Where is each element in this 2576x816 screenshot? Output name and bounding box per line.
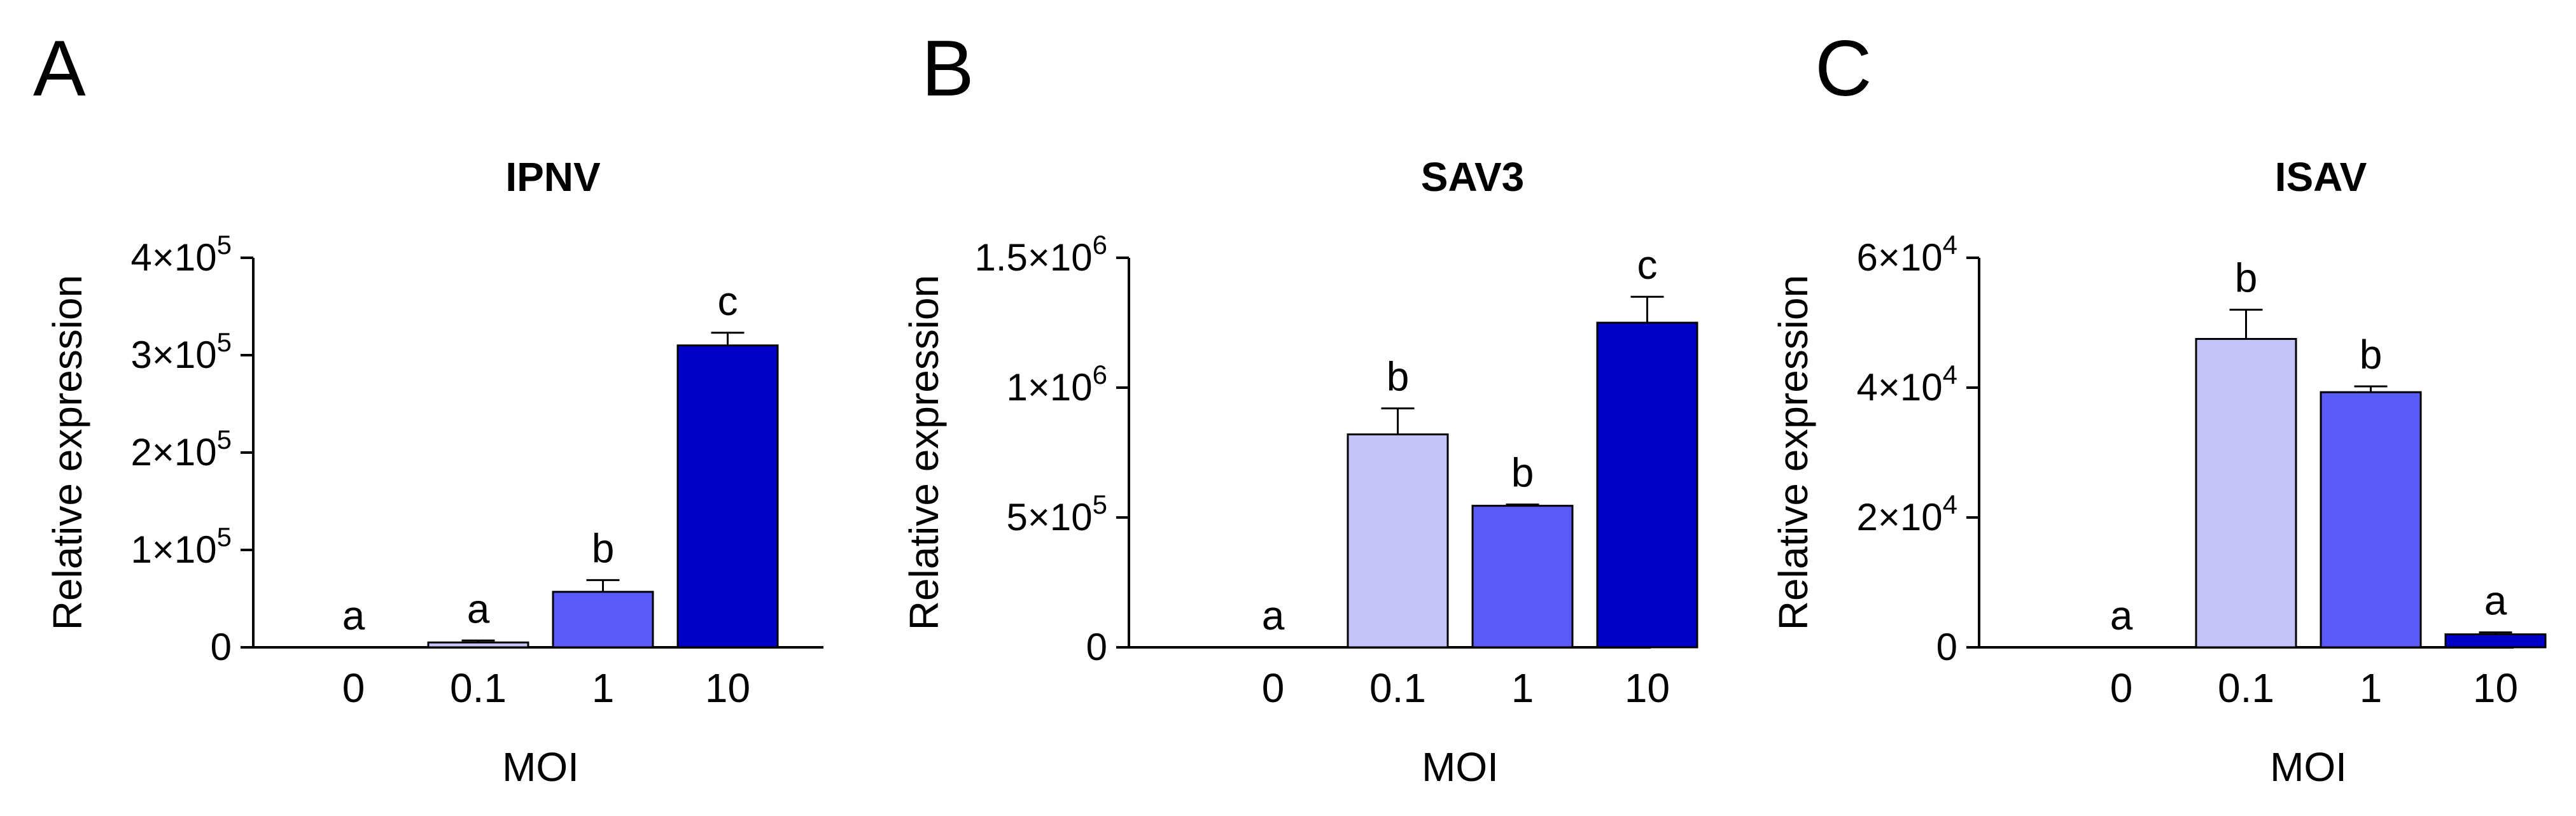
x-tick-label: 0.1 (2218, 665, 2274, 711)
x-axis-label: MOI (502, 744, 579, 790)
significance-letter: c (1637, 242, 1658, 288)
panel-c: C ISAV 0 2×104 4×104 6×104 Relative expression… (1770, 25, 2547, 790)
significance-letter: b (592, 525, 615, 571)
chart-title: ISAV (2275, 154, 2367, 200)
y-axis-label: Relative expression (901, 275, 947, 631)
x-tick-label: 10 (705, 665, 750, 711)
y-tick-label: 4×105 (130, 230, 232, 279)
chart-title: SAV3 (1421, 154, 1524, 200)
significance-letter: a (467, 586, 490, 631)
y-tick-label: 6×104 (1856, 230, 1957, 279)
bar (2444, 633, 2547, 649)
significance-letter: b (1511, 450, 1534, 496)
x-tick-label: 0 (342, 665, 365, 711)
chart-title: IPNV (505, 154, 601, 200)
x-tick-label: 10 (1625, 665, 1670, 711)
significance-letter: b (2360, 332, 2383, 377)
bar (2320, 391, 2422, 649)
significance-letter: c (718, 278, 738, 324)
panel-b: B SAV3 0 5×105 1×106 1.5×106 Relative expressi… (901, 25, 1698, 790)
significance-letter: a (2110, 593, 2133, 638)
x-tick-label: 0 (1262, 665, 1285, 711)
significance-letter: b (2235, 255, 2258, 301)
panel-letter: B (921, 25, 974, 113)
y-tick-label: 1×106 (1006, 360, 1107, 409)
y-tick-label: 3×105 (130, 327, 232, 376)
y-tick-label: 0 (211, 626, 232, 668)
x-tick-label: 0.1 (1369, 665, 1426, 711)
y-tick-label: 1×105 (130, 522, 232, 571)
significance-letter: b (1387, 354, 1410, 400)
y-axis-label: Relative expression (45, 275, 90, 631)
significance-letter: a (1262, 593, 1285, 638)
panel-letter: A (33, 25, 86, 113)
significance-letter: a (2484, 578, 2507, 624)
x-tick-label: 0.1 (450, 665, 507, 711)
bar (1347, 433, 1449, 649)
bar (1471, 505, 1574, 649)
significance-letter: a (342, 593, 365, 638)
x-axis-label: MOI (2270, 744, 2347, 790)
x-tick-label: 10 (2473, 665, 2518, 711)
x-tick-label: 1 (592, 665, 615, 711)
y-tick-label: 0 (1086, 626, 1107, 668)
x-tick-label: 1 (2360, 665, 2383, 711)
y-axis-label: Relative expression (1770, 275, 1816, 631)
bar (2195, 338, 2297, 649)
y-tick-label: 0 (1936, 626, 1957, 668)
y-tick-label: 2×105 (130, 425, 232, 474)
panel-a: A IPNV 0 1×105 2×105 3×105 4×105 Relative expre… (33, 25, 823, 790)
x-tick-label: 1 (1511, 665, 1534, 711)
bar (676, 344, 779, 649)
y-tick-label: 5×105 (1006, 489, 1107, 538)
x-tick-label: 0 (2110, 665, 2133, 711)
y-tick-label: 1.5×106 (974, 230, 1107, 279)
x-axis-label: MOI (1422, 744, 1499, 790)
panel-letter: C (1815, 25, 1872, 113)
bar (427, 641, 529, 649)
bar (1596, 321, 1698, 649)
bar (552, 591, 654, 649)
y-tick-label: 4×104 (1856, 360, 1957, 409)
y-tick-label: 2×104 (1856, 489, 1957, 538)
